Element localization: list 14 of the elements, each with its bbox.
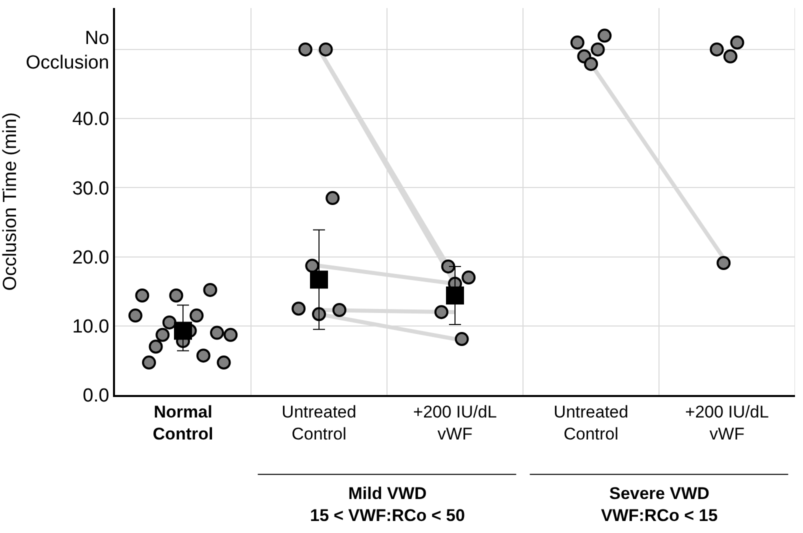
x-tick-label: Untreated Control [554,402,628,444]
y-tick-label: No Occlusion [26,28,110,74]
x-tick-label: Normal Control [152,402,214,444]
x-tick-label: +200 IU/dL vWF [413,402,497,444]
y-tick-label: 10.0 [72,316,110,338]
text: Severe VWD VWF:RCo < 15 [601,484,718,526]
y-tick-label: 40.0 [72,109,110,130]
y-tick-label: 20.0 [72,247,110,268]
y-axis-title: Occlusion Time (min) [0,112,22,291]
y-tick-label: 30.0 [72,178,110,200]
x-tick-label: Untreated Control [282,402,356,444]
y-tick-label: 0.0 [82,386,110,407]
x-tick-label: +200 IU/dL vWF [685,402,769,444]
text: Mild VWD 15 < VWF:RCo < 50 [310,484,465,526]
